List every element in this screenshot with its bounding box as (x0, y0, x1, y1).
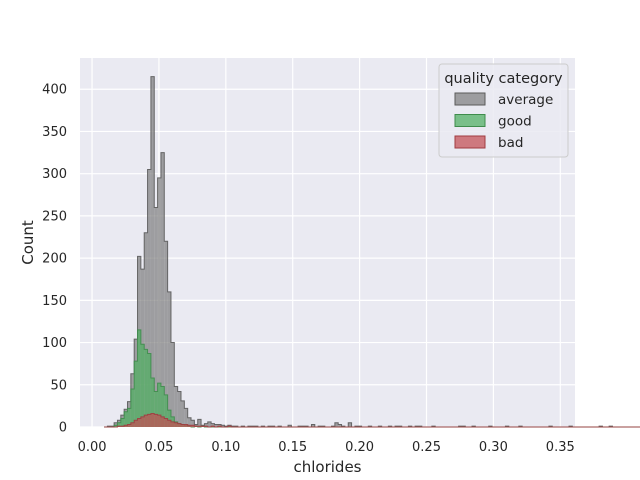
y-tick-label: 50 (50, 378, 67, 393)
average-bar (144, 232, 148, 427)
average-bar (184, 408, 188, 427)
good-bar (167, 410, 171, 427)
bad-bar (147, 414, 151, 427)
average-bar (181, 400, 185, 427)
bad-bar (137, 418, 141, 427)
y-tick-label: 0 (59, 421, 67, 436)
legend: quality category average good bad (438, 63, 569, 158)
average-bar (167, 291, 171, 427)
good-bar (114, 425, 118, 427)
average-bar (338, 424, 342, 427)
bad-bar (157, 415, 161, 427)
good-bar (137, 329, 141, 427)
bad-bar (130, 422, 135, 427)
good-bar (124, 411, 128, 427)
y-tick-label: 350 (42, 125, 67, 140)
good-bar (127, 408, 131, 427)
average-bar (221, 425, 225, 427)
bad-bar (177, 423, 182, 427)
average-bar (207, 421, 212, 427)
average-bar (147, 169, 151, 427)
bad-bar (184, 424, 188, 427)
average-bar (164, 241, 168, 427)
good-bar (147, 353, 151, 427)
histogram-bars (104, 76, 640, 428)
legend-swatch-good (454, 114, 486, 127)
average-bar (154, 207, 158, 427)
average-bar (174, 386, 178, 427)
average-bar (204, 423, 208, 427)
x-tick-label: 0.10 (211, 440, 240, 455)
legend-swatch-bad (454, 135, 486, 149)
y-axis-ticks: 0 50 100 150 200 250 300 350 400 (42, 83, 67, 436)
average-bar (157, 177, 161, 427)
good-bar (157, 383, 161, 427)
y-axis-label: Count (19, 220, 37, 265)
average-bar (191, 420, 195, 427)
x-tick-label: 0.00 (78, 440, 107, 455)
good-bar (130, 389, 135, 427)
good-bar (150, 378, 155, 427)
average-bar (348, 422, 352, 427)
average-bar (214, 424, 218, 427)
y-tick-label: 400 (42, 83, 67, 98)
bad-bar (160, 416, 165, 427)
legend-swatch-average (454, 92, 486, 106)
average-bar (288, 425, 292, 427)
bad-bar (170, 421, 175, 427)
bad-bar (167, 420, 171, 427)
x-tick-label: 0.25 (412, 440, 441, 455)
bad-bar (134, 420, 138, 427)
average-bar (177, 391, 182, 427)
bad-bar (187, 425, 192, 427)
average-bar (170, 342, 175, 427)
y-tick-label: 150 (42, 294, 67, 309)
bad-bar (124, 425, 128, 427)
average-bar (334, 422, 339, 427)
average-bar (187, 417, 192, 427)
legend-box (438, 63, 569, 158)
bad-bar (164, 418, 168, 427)
x-axis-label: chlorides (294, 458, 362, 476)
x-tick-label: 0.05 (144, 440, 173, 455)
legend-label-good: good (498, 114, 532, 130)
good-bar (120, 418, 125, 427)
average-bar (150, 76, 155, 427)
bad-bar (150, 413, 155, 427)
series-bad (104, 412, 640, 428)
bad-bar (174, 422, 178, 427)
good-bar (134, 361, 138, 427)
average-bar (160, 152, 165, 427)
average-bar (197, 419, 202, 427)
y-tick-label: 250 (42, 209, 67, 224)
x-tick-label: 0.35 (546, 440, 575, 455)
good-bar (117, 422, 121, 427)
y-tick-label: 300 (42, 167, 67, 182)
good-bar (160, 386, 165, 427)
y-tick-label: 200 (42, 252, 67, 267)
good-bar (144, 349, 148, 427)
bad-bar (127, 424, 131, 427)
x-axis-ticks: 0.00 0.05 0.10 0.15 0.20 0.25 0.30 0.35 (78, 440, 575, 455)
bad-bar (140, 416, 145, 427)
bad-bar (144, 415, 148, 427)
bad-outline (104, 412, 640, 428)
good-bar (164, 394, 168, 427)
legend-title: quality category (444, 71, 563, 87)
x-tick-label: 0.15 (278, 440, 307, 455)
legend-label-bad: bad (498, 135, 523, 151)
average-bar (311, 424, 315, 427)
average-bar (211, 423, 215, 427)
y-tick-label: 100 (42, 336, 67, 351)
bad-bar (191, 425, 195, 427)
legend-label-average: average (498, 92, 553, 108)
x-tick-label: 0.30 (479, 440, 508, 455)
good-bar (140, 344, 145, 427)
good-bar (154, 391, 158, 427)
bad-bar (181, 424, 185, 427)
bad-bar (154, 414, 158, 427)
x-tick-label: 0.20 (345, 440, 374, 455)
